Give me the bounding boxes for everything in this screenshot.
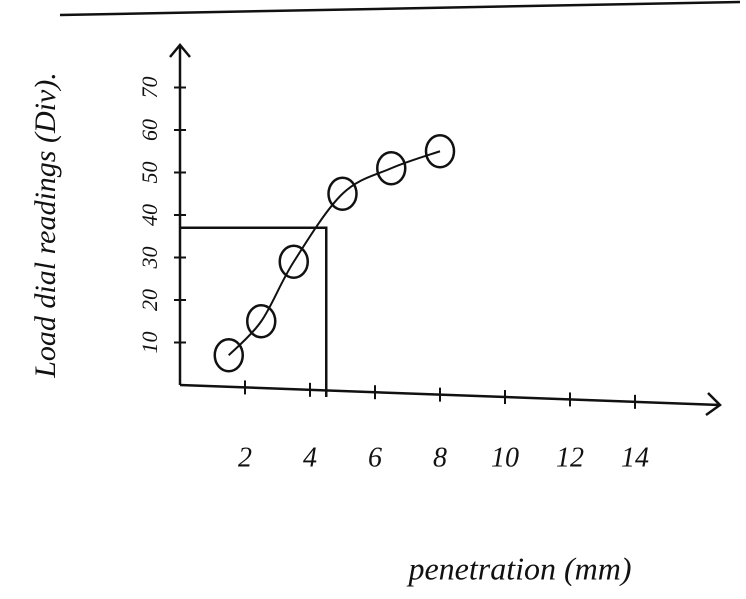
x-tick-label: 8 xyxy=(433,442,447,473)
y-tick-label: 20 xyxy=(137,289,162,311)
y-tick-label: 30 xyxy=(137,247,162,270)
x-tick-label: 12 xyxy=(556,442,584,473)
x-tick-label: 10 xyxy=(491,442,519,473)
top-rule xyxy=(60,2,740,15)
x-tick-label: 4 xyxy=(303,442,317,473)
x-axis xyxy=(180,385,720,415)
x-tick-label: 2 xyxy=(238,442,252,473)
x-tick-label: 14 xyxy=(621,442,649,473)
y-tick-label: 50 xyxy=(137,162,162,184)
y-tick-label: 60 xyxy=(137,119,162,141)
x-axis-label: penetration (mm) xyxy=(406,550,631,586)
y-tick-label: 10 xyxy=(137,332,162,354)
y-tick-label: 70 xyxy=(137,77,162,99)
chart: Load dial readings (Div). penetration (m… xyxy=(0,0,746,599)
y-axis-label: Load dial readings (Div). xyxy=(29,72,62,379)
x-tick-label: 6 xyxy=(368,442,382,473)
y-tick-label: 40 xyxy=(137,204,162,226)
